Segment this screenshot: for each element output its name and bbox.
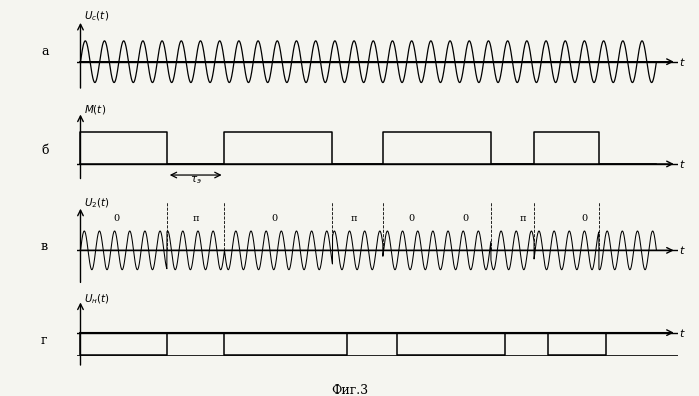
Text: $t$: $t$: [679, 327, 686, 339]
Text: $t$: $t$: [679, 244, 686, 256]
Text: а: а: [41, 46, 48, 59]
Text: Фиг.3: Фиг.3: [331, 384, 368, 396]
Text: $U_н(t)$: $U_н(t)$: [84, 293, 110, 306]
Text: 0: 0: [113, 214, 120, 223]
Text: $M(t)$: $M(t)$: [84, 103, 106, 116]
Text: г: г: [41, 334, 48, 346]
Text: $t$: $t$: [679, 56, 686, 68]
Text: π: π: [520, 214, 526, 223]
Text: $U_c(t)$: $U_c(t)$: [84, 10, 109, 23]
Text: $U_2(t)$: $U_2(t)$: [84, 196, 110, 210]
Text: 0: 0: [272, 214, 278, 223]
Text: $\tau_э$: $\tau_э$: [189, 174, 201, 186]
Text: $t$: $t$: [679, 158, 686, 170]
Text: π: π: [351, 214, 357, 223]
Text: 0: 0: [582, 214, 587, 223]
Text: б: б: [41, 145, 48, 158]
Text: π: π: [192, 214, 199, 223]
Text: в: в: [41, 240, 48, 253]
Text: 0: 0: [409, 214, 415, 223]
Text: 0: 0: [463, 214, 469, 223]
